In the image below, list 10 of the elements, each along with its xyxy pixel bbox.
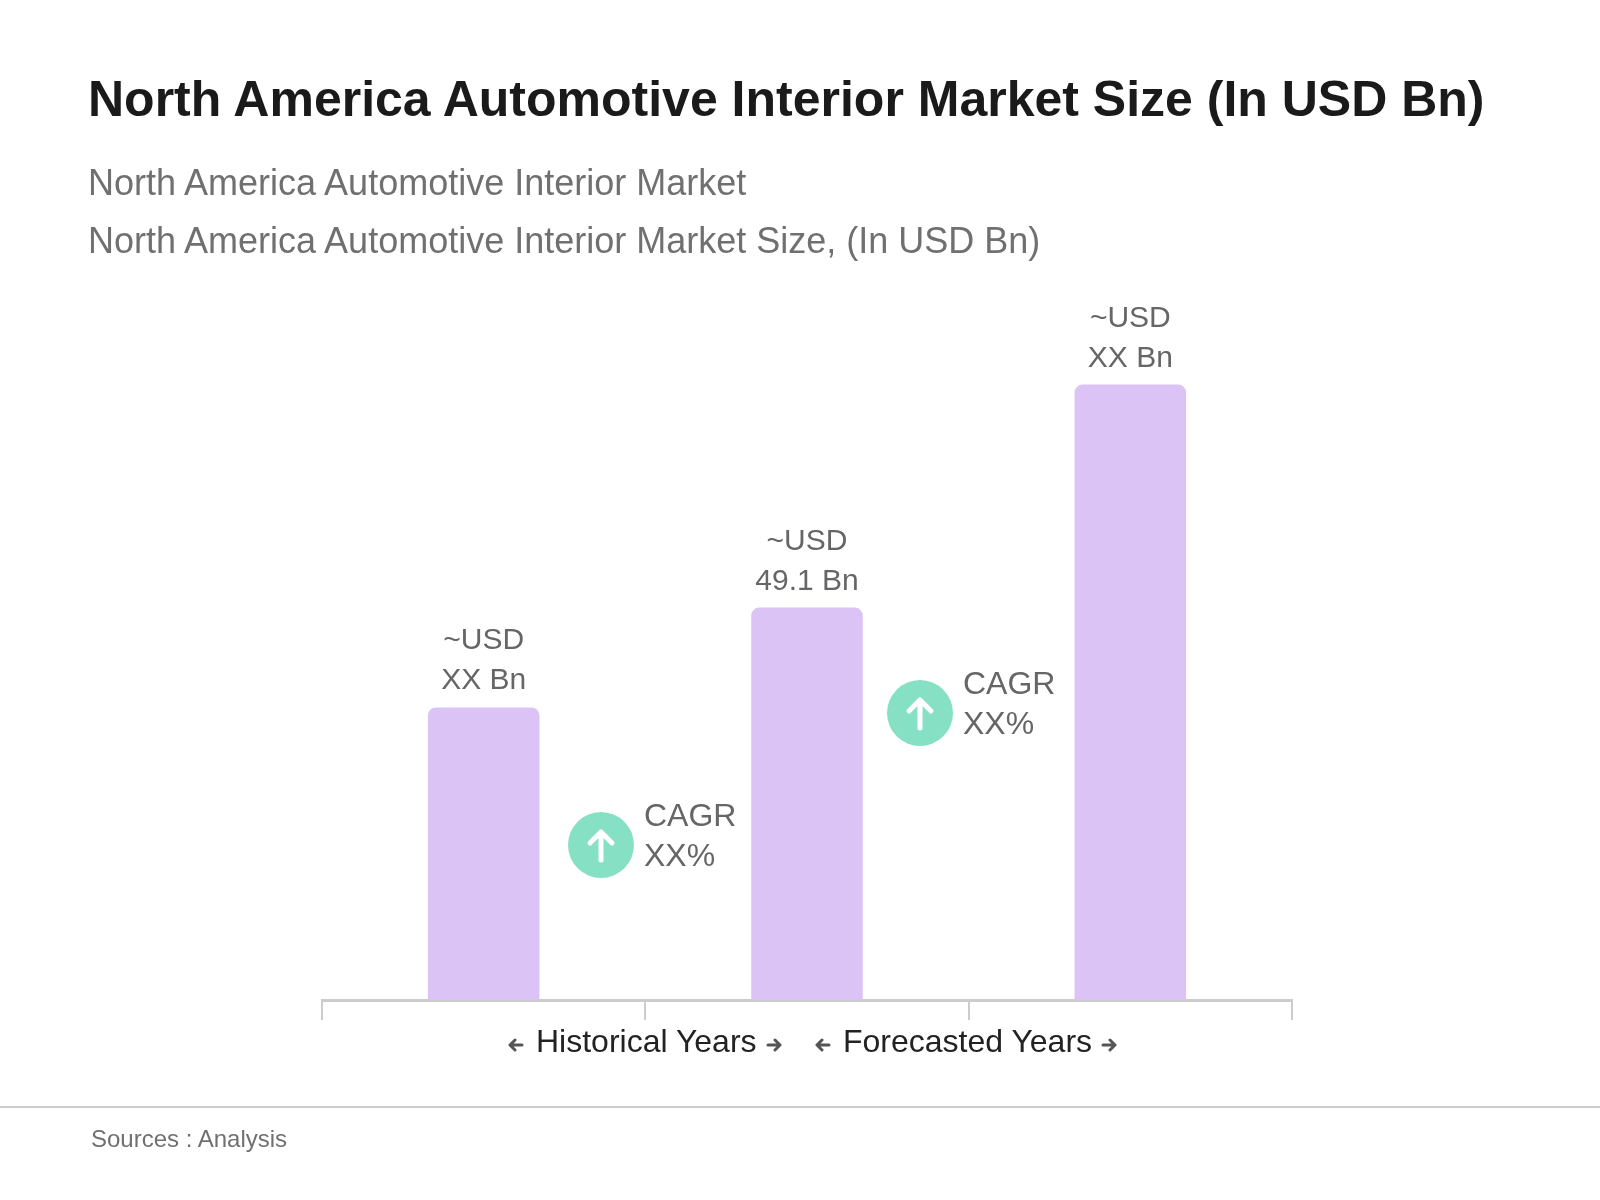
text: Historical Years [536,1023,758,1060]
data-label: ~USD 49.1 Bn [755,522,859,596]
data-label: ~USD XX Bn [441,622,527,696]
annotation: CAGR XX% [644,796,737,875]
chart-subtitle: North America Automotive Interior Market North America Automotive Interior Market Size, (In USD Bn) [88,162,1041,262]
chart-title: North America Automotive Interior Market Size (In USD Bn) [88,70,1485,128]
source-note: Sources : Analysis [91,1125,288,1153]
text: Forecasted Years [843,1023,1093,1060]
data-label: ~USD XX Bn [1087,299,1173,373]
annotation: CAGR XX% [963,664,1056,743]
